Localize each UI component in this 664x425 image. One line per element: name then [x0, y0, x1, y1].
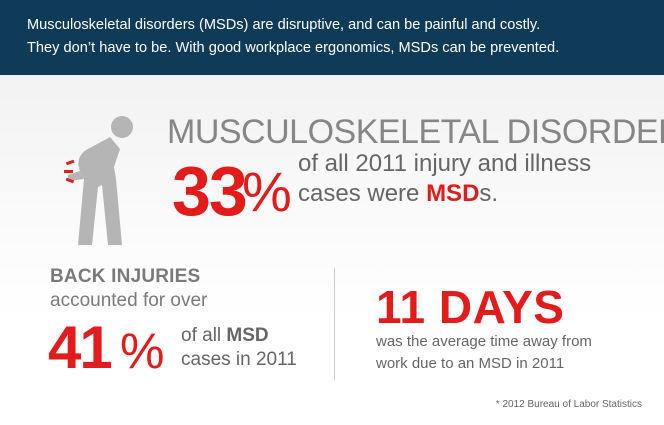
msd-desc-line-2: cases were MSDs.: [298, 179, 591, 209]
msd-desc-post: s.: [479, 180, 499, 207]
back-injuries-title: BACK INJURIES: [50, 266, 201, 287]
back-injuries-percent: 41: [48, 314, 113, 381]
msd-percent-sign: %: [242, 160, 292, 223]
days-headline: 11 DAYS: [376, 281, 565, 333]
days-desc-line-2: work due to an MSD in 2011: [376, 355, 565, 372]
source-note: * 2012 Bureau of Labor Statistics: [495, 399, 642, 410]
infographic-body: [0, 75, 664, 425]
back-injuries-description: of all MSD cases in 2011: [181, 324, 297, 372]
back-desc-line-1: of all MSD: [181, 324, 297, 348]
back-injuries-percent-sign: %: [120, 323, 165, 379]
section-divider: [334, 268, 335, 380]
msd-desc-pre: cases were: [298, 180, 427, 207]
back-desc-pre: of all: [181, 325, 227, 346]
days-description: was the average time away from work due …: [376, 331, 592, 375]
intro-line-1: Musculoskeletal disorders (MSDs) are dis…: [27, 17, 541, 33]
intro-line-2: They don’t have to be. With good workpla…: [27, 40, 560, 56]
msd-desc-bold: MSD: [426, 180, 480, 207]
back-injuries-subtitle: accounted for over: [50, 290, 208, 311]
back-desc-line-2: cases in 2011: [181, 349, 297, 370]
msd-description: of all 2011 injury and illness cases wer…: [298, 149, 591, 209]
msd-title: MUSCULOSKELETAL DISORDER: [167, 113, 664, 151]
back-desc-bold: MSD: [226, 325, 269, 346]
days-desc-line-1: was the average time away from: [376, 333, 592, 350]
msd-desc-line-1: of all 2011 injury and illness: [298, 150, 592, 177]
back-pain-figure-icon: [64, 116, 133, 245]
intro-banner: Musculoskeletal disorders (MSDs) are dis…: [0, 0, 664, 75]
msd-percent: 33: [172, 152, 248, 230]
